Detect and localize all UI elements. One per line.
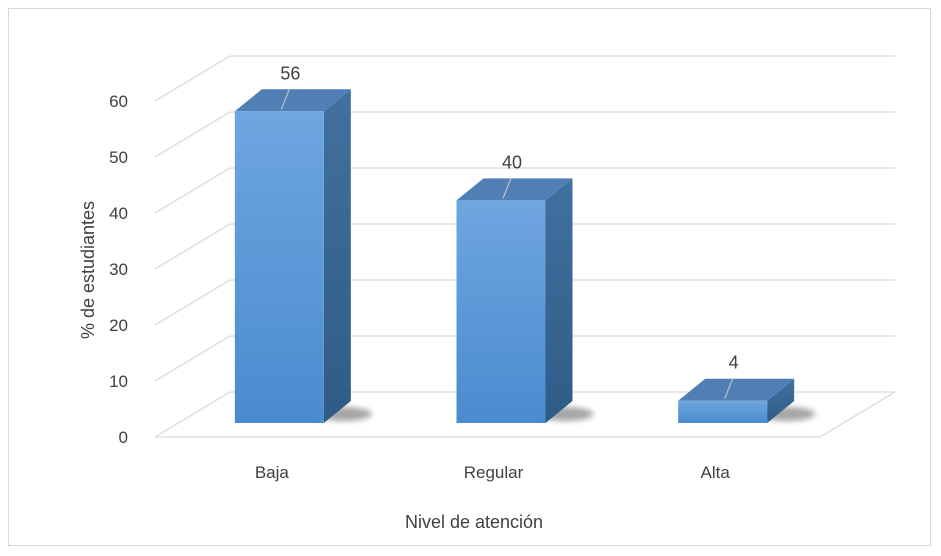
y-tick-label: 40: [109, 204, 128, 223]
bar-side: [545, 178, 573, 423]
gridline-diagonal: [154, 167, 231, 214]
data-label-leader: [502, 178, 512, 199]
bar-top: [234, 89, 351, 112]
y-axis-title: % de estudiantes: [78, 201, 98, 339]
data-label: 40: [502, 152, 522, 172]
y-tick-label: 30: [109, 260, 128, 279]
floor-right-edge: [819, 391, 896, 438]
gridline-diagonal: [154, 55, 231, 102]
data-label: 4: [729, 353, 739, 373]
bar-side: [767, 378, 795, 423]
gridline-diagonal: [154, 111, 231, 158]
bar: [234, 111, 324, 423]
bar: [456, 200, 546, 423]
y-tick-label: 10: [109, 372, 128, 391]
gridline-diagonal: [154, 391, 231, 438]
bars: 56 40 4: [234, 63, 816, 423]
y-tick-label: 60: [109, 92, 128, 111]
data-label-leader: [724, 378, 734, 399]
x-category-label: Baja: [255, 463, 290, 482]
bar: [678, 400, 768, 423]
x-axis-categories: Baja Regular Alta: [255, 463, 731, 482]
data-label: 56: [280, 63, 300, 83]
gridline-diagonal: [154, 279, 231, 326]
y-axis-ticks: 0 10 20 30 40 50 60: [109, 92, 128, 447]
x-category-label: Regular: [464, 463, 524, 482]
bar-top: [678, 378, 795, 401]
data-label-leader: [280, 89, 290, 110]
gridline-diagonal: [154, 335, 231, 382]
bar-top: [456, 178, 573, 201]
x-axis-title: Nivel de atención: [405, 512, 543, 532]
gridline-diagonal: [154, 223, 231, 270]
x-category-label: Alta: [701, 463, 731, 482]
y-tick-label: 50: [109, 148, 128, 167]
y-tick-label: 20: [109, 316, 128, 335]
bar-side: [323, 89, 351, 423]
y-tick-label: 0: [119, 428, 128, 447]
